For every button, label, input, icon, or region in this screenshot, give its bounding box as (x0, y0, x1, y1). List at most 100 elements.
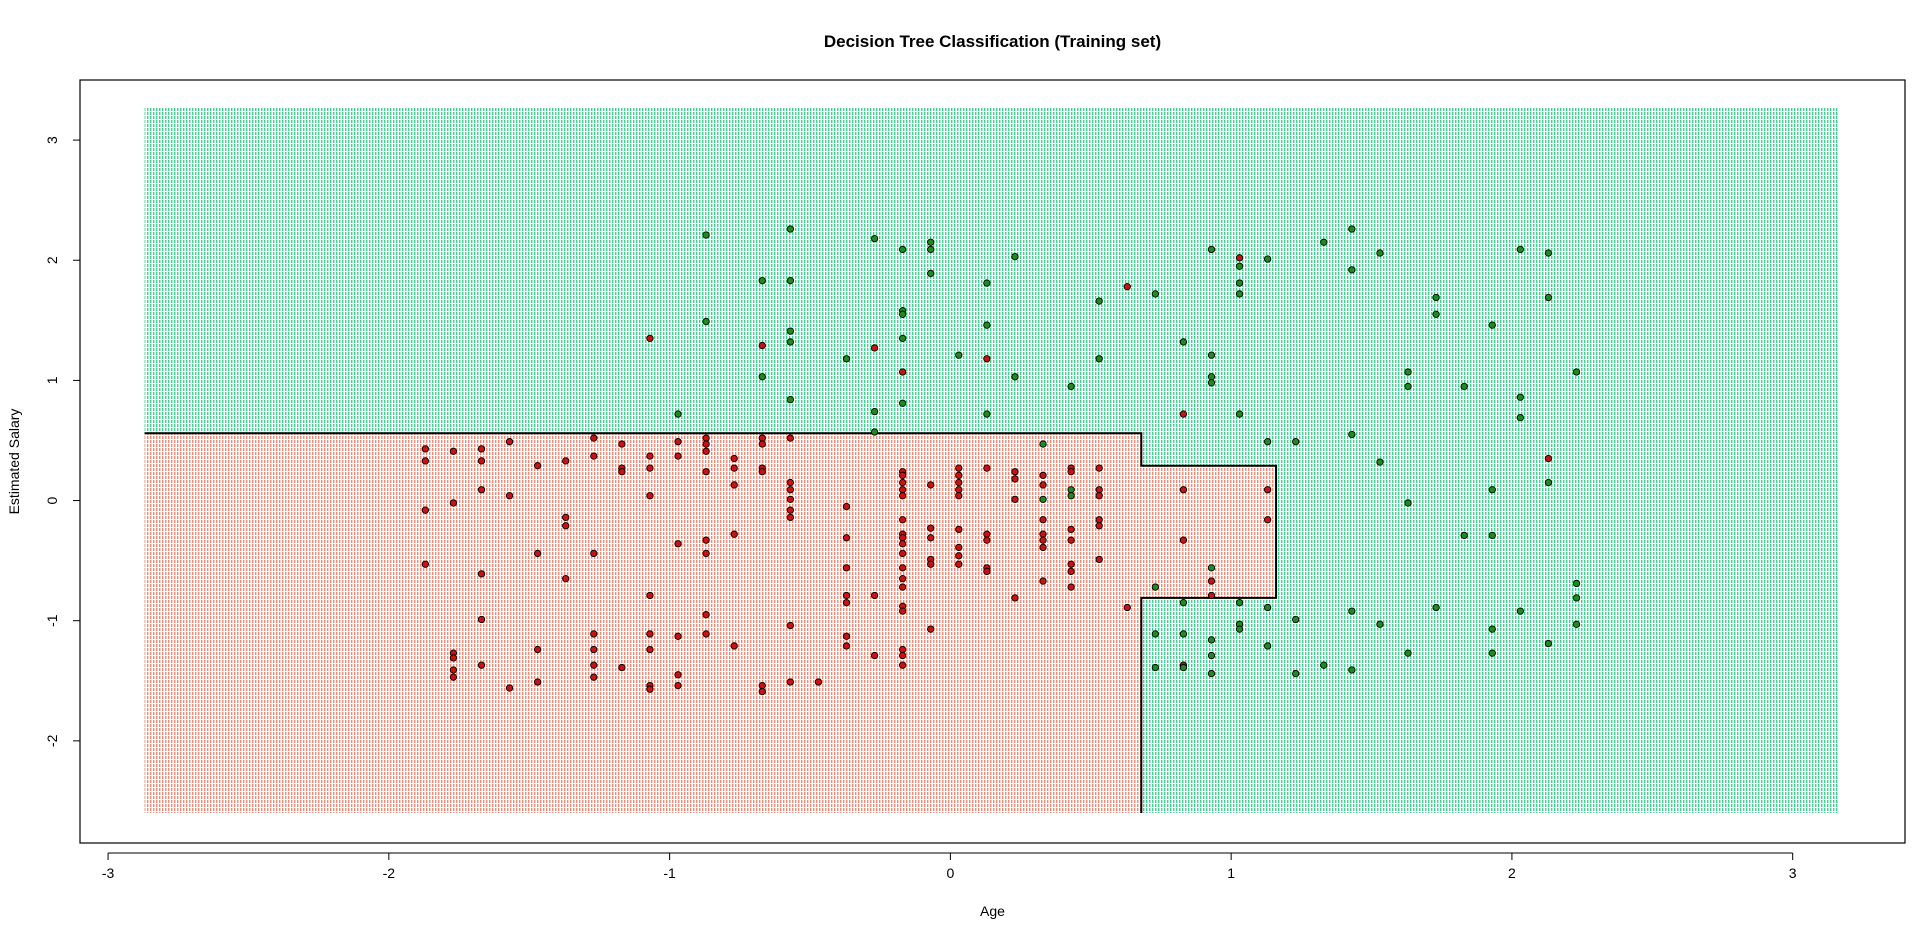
data-point-class-0 (702, 536, 710, 544)
data-point-class-1 (1488, 649, 1496, 657)
data-point-class-0 (1095, 464, 1103, 472)
data-point-class-0 (1179, 486, 1188, 494)
data-point-class-1 (983, 279, 991, 287)
data-point-class-1 (983, 410, 991, 418)
data-point-class-0 (730, 642, 738, 650)
data-point-class-0 (786, 621, 794, 630)
data-point-class-0 (674, 452, 682, 460)
data-point-class-1 (1207, 379, 1216, 387)
data-point-class-0 (1067, 567, 1075, 576)
data-point-class-0 (927, 534, 935, 542)
x-tick-label: 1 (1227, 865, 1235, 881)
data-point-class-1 (1572, 620, 1581, 628)
data-point-class-0 (842, 599, 851, 607)
data-point-class-1 (899, 399, 907, 407)
region-class-0 (144, 433, 1277, 813)
data-point-class-1 (1544, 249, 1553, 257)
data-point-class-1 (786, 395, 794, 404)
decision-boundary-line (144, 432, 1278, 813)
data-point-class-1 (870, 407, 879, 416)
data-point-class-1 (1572, 594, 1581, 602)
data-point-class-0 (730, 481, 738, 489)
data-point-class-1 (786, 225, 794, 233)
data-point-class-0 (674, 438, 682, 446)
data-point-class-0 (927, 625, 935, 633)
data-point-class-0 (899, 534, 907, 542)
data-point-class-0 (899, 478, 907, 487)
data-point-class-0 (955, 486, 963, 494)
x-tick-label: -1 (663, 865, 676, 881)
data-point-class-0 (534, 645, 542, 654)
data-point-class-1 (674, 410, 682, 418)
data-point-class-0 (477, 445, 486, 453)
data-point-class-1 (1292, 669, 1300, 678)
data-point-class-0 (590, 549, 598, 558)
data-point-class-0 (899, 583, 907, 591)
data-point-class-1 (1151, 630, 1159, 638)
data-point-class-0 (1179, 536, 1188, 544)
data-point-class-0 (870, 591, 879, 600)
data-point-class-0 (534, 549, 542, 558)
data-point-class-0 (983, 530, 991, 538)
data-point-class-0 (1095, 555, 1103, 564)
data-point-class-0 (1264, 486, 1272, 494)
data-point-class-0 (955, 552, 963, 560)
data-point-class-1 (1348, 430, 1356, 439)
data-point-class-0 (842, 591, 851, 600)
data-point-class-1 (786, 327, 794, 335)
data-point-class-1 (1292, 438, 1300, 446)
data-point-class-1 (702, 317, 710, 326)
data-point-class-0 (618, 440, 626, 448)
data-point-class-0 (505, 492, 514, 500)
data-point-class-0 (758, 440, 766, 448)
data-point-class-1 (1432, 310, 1440, 318)
y-tick-label: -1 (44, 614, 60, 627)
data-point-class-0 (449, 666, 458, 674)
data-point-class-1 (1067, 382, 1075, 391)
data-point-class-1 (702, 231, 710, 239)
data-point-class-1 (1488, 321, 1496, 329)
data-point-class-0 (955, 478, 963, 487)
data-point-class-0 (674, 681, 682, 690)
x-tick-label: 3 (1789, 865, 1797, 881)
data-point-class-1 (1516, 245, 1524, 254)
data-point-class-1 (899, 245, 907, 254)
data-point-class-0 (899, 607, 907, 615)
data-point-class-0 (899, 651, 907, 660)
data-point-class-1 (1488, 486, 1496, 494)
data-point-class-0 (1207, 577, 1216, 585)
data-point-class-0 (1095, 486, 1103, 494)
data-point-class-0 (983, 536, 991, 544)
data-point-class-0 (477, 457, 486, 465)
data-point-class-1 (1320, 661, 1328, 669)
data-point-class-1 (1348, 225, 1356, 233)
data-point-class-0 (1039, 481, 1047, 489)
data-point-class-1 (1207, 669, 1216, 678)
data-point-class-0 (899, 516, 907, 524)
data-point-class-1 (1320, 238, 1328, 246)
data-point-class-0 (899, 575, 907, 583)
data-point-class-0 (955, 492, 963, 500)
data-point-class-0 (646, 645, 654, 654)
x-tick-label: 2 (1508, 865, 1516, 881)
data-point-class-0 (842, 642, 851, 650)
data-point-class-0 (477, 570, 486, 578)
data-point-class-0 (1179, 410, 1188, 418)
data-point-class-1 (870, 428, 879, 436)
data-point-class-0 (955, 560, 963, 568)
data-point-class-0 (702, 549, 710, 558)
data-point-class-1 (1235, 599, 1244, 607)
data-point-class-0 (899, 661, 907, 669)
data-point-class-1 (1292, 615, 1300, 624)
data-point-class-1 (1151, 290, 1159, 298)
data-point-class-1 (1235, 410, 1244, 418)
data-point-class-0 (1095, 492, 1103, 500)
data-point-class-0 (449, 654, 458, 662)
data-point-class-0 (842, 534, 851, 542)
data-point-class-1 (1207, 636, 1216, 644)
data-point-class-0 (590, 673, 598, 681)
x-tick-label: -3 (102, 865, 115, 881)
data-point-class-0 (786, 506, 794, 514)
data-point-class-0 (842, 632, 851, 640)
data-point-class-0 (421, 506, 429, 514)
